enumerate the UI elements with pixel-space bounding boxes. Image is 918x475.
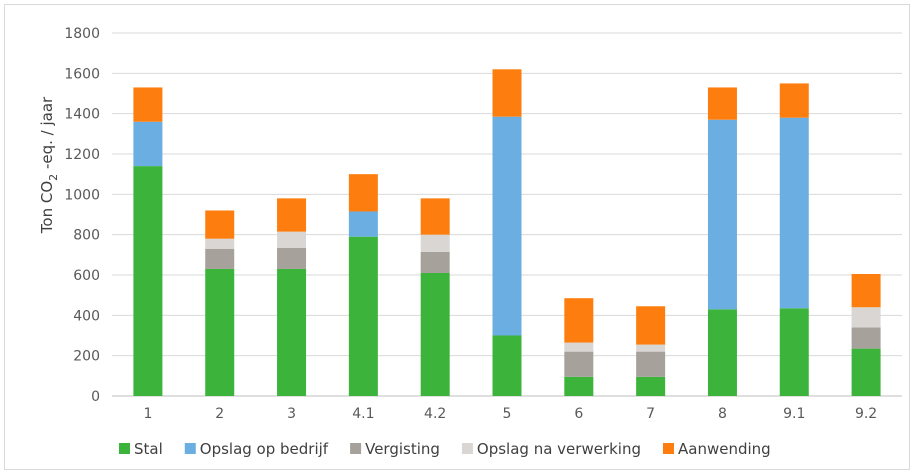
y-axis-label: Ton CO2 -eq. / jaar xyxy=(38,96,60,234)
y-axis-ticks: 0 200 400 600 800 1000 1200 1400 1600 1800 xyxy=(64,26,100,405)
bar-segment xyxy=(564,342,594,352)
y-tick-label: 200 xyxy=(73,349,100,365)
bar-segment xyxy=(277,268,307,396)
x-tick-label: 4.2 xyxy=(424,406,446,422)
x-tick-label: 8 xyxy=(718,406,727,422)
legend-item: Opslag op bedrijf xyxy=(184,440,329,458)
bar-segment xyxy=(636,306,666,345)
bar-segment xyxy=(564,298,594,343)
bar-segment xyxy=(133,87,163,122)
bar-segment xyxy=(707,309,737,396)
bar-segment xyxy=(277,231,307,248)
legend-swatch xyxy=(184,443,196,454)
y-tick-label: 400 xyxy=(73,308,100,324)
x-tick-label: 9.2 xyxy=(855,406,877,422)
x-tick-label: 1 xyxy=(143,406,152,422)
legend-label: Stal xyxy=(134,440,163,458)
legend-label: Vergisting xyxy=(365,440,440,458)
legend-label: Aanwending xyxy=(678,440,771,458)
y-tick-label: 800 xyxy=(73,228,100,244)
bar-segment xyxy=(133,166,163,396)
bar-segment xyxy=(851,273,881,308)
legend-item: Vergisting xyxy=(350,440,440,458)
legend-swatch xyxy=(350,443,362,454)
bar-segment xyxy=(492,335,522,396)
bar-segment xyxy=(205,238,235,249)
x-tick-label: 7 xyxy=(646,406,655,422)
x-tick-label: 2 xyxy=(215,406,224,422)
x-tick-label: 3 xyxy=(287,406,296,422)
bar-segment xyxy=(133,121,163,167)
bar-segment xyxy=(707,119,737,310)
legend-swatch xyxy=(461,443,473,454)
bar-segment xyxy=(420,272,450,396)
bar-segment xyxy=(779,308,809,396)
bar-segment xyxy=(851,327,881,349)
bar-segment xyxy=(420,198,450,235)
legend-label: Opslag op bedrijf xyxy=(200,440,329,458)
x-tick-label: 9.1 xyxy=(783,406,805,422)
bar-segment xyxy=(277,247,307,269)
bars xyxy=(133,69,881,396)
bar-segment xyxy=(348,236,378,396)
bar-segment xyxy=(205,210,235,239)
bar-segment xyxy=(205,248,235,269)
y-tick-label: 1600 xyxy=(64,66,100,82)
bar-segment xyxy=(707,87,737,120)
y-tick-label: 600 xyxy=(73,268,100,284)
y-tick-label: 1800 xyxy=(64,26,100,42)
bar-segment xyxy=(205,268,235,396)
legend: Stal Opslag op bedrijf Vergisting Opslag na… xyxy=(119,440,771,458)
bar-segment xyxy=(420,251,450,273)
legend-swatch xyxy=(662,443,674,454)
bar-segment xyxy=(277,198,307,232)
bar-segment xyxy=(636,376,666,396)
bar-segment xyxy=(564,376,594,396)
legend-item: Aanwending xyxy=(662,440,771,458)
legend-swatch xyxy=(119,443,130,454)
bar-segment xyxy=(636,344,666,352)
bar-segment xyxy=(636,351,666,377)
x-axis-ticks: 1 2 3 4.1 4.2 5 6 7 8 9.1 9.2 xyxy=(143,406,877,422)
y-tick-label: 1200 xyxy=(64,147,100,163)
y-tick-label: 0 xyxy=(91,389,100,405)
bar-segment xyxy=(564,351,594,377)
bar-segment xyxy=(492,116,522,336)
x-tick-label: 5 xyxy=(503,406,512,422)
x-tick-label: 4.1 xyxy=(352,406,374,422)
bar-segment xyxy=(420,234,450,252)
y-tick-label: 1000 xyxy=(64,187,100,203)
bar-segment xyxy=(851,348,881,396)
y-tick-label: 1400 xyxy=(64,107,100,123)
bar-segment xyxy=(851,307,881,328)
bar-segment xyxy=(779,117,809,309)
bar-segment xyxy=(492,69,522,117)
legend-item: Stal xyxy=(119,440,163,458)
bar-segment xyxy=(779,83,809,118)
legend-label: Opslag na verwerking xyxy=(477,440,641,458)
bar-segment xyxy=(348,174,378,212)
legend-item: Opslag na verwerking xyxy=(461,440,641,458)
bar-segment xyxy=(348,211,378,237)
x-tick-label: 6 xyxy=(574,406,583,422)
